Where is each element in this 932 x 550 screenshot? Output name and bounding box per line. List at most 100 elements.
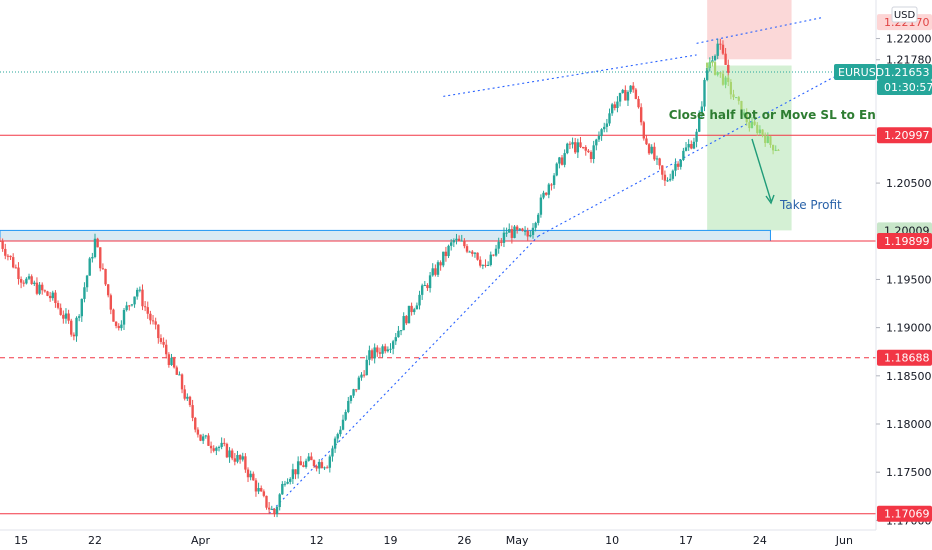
price-tag: [877, 127, 932, 144]
candle-body: [713, 55, 717, 61]
candle-body: [405, 316, 408, 324]
candle-body: [692, 141, 696, 149]
candle-body: [368, 350, 371, 360]
projection-body: [753, 121, 756, 125]
candle-body: [307, 456, 310, 461]
candle-body: [241, 456, 244, 460]
candle-body: [114, 321, 118, 326]
candle-body: [283, 483, 287, 485]
candle-body: [679, 159, 682, 167]
candle-body: [531, 227, 535, 235]
candle-body: [418, 294, 421, 306]
symbol-tag: [834, 63, 876, 80]
countdown-tag: [877, 79, 932, 95]
candle-body: [223, 442, 226, 444]
candle-body: [370, 350, 374, 359]
candle-body: [38, 284, 41, 294]
candle-body: [473, 252, 477, 254]
time-tick-label: 26: [457, 534, 471, 547]
candle-body: [302, 465, 305, 467]
candle-body: [555, 163, 558, 176]
candle-body: [547, 184, 551, 195]
candle-body: [46, 291, 49, 296]
candle-body: [587, 150, 590, 153]
price-tags: 1.221701.216531.209971.200091.198991.186…: [834, 14, 932, 522]
candle-body: [17, 267, 20, 280]
time-axis[interactable]: 15 22 Apr 12 19 26 May 10 17 24 Jun: [14, 534, 853, 547]
candle-body: [674, 163, 677, 171]
candle-body: [246, 469, 250, 478]
candle-body: [492, 254, 495, 256]
candle-body: [600, 129, 603, 137]
candle-body: [9, 255, 12, 258]
candle-body: [328, 456, 332, 468]
candle-body: [407, 305, 411, 324]
price-axis[interactable]: 1.22000 1.21780 1.20500 1.19500 1.19000 1.185…: [876, 33, 932, 528]
projection-body: [758, 129, 762, 133]
candle-body: [75, 317, 78, 337]
candle-body: [410, 305, 413, 313]
candle-body: [41, 284, 44, 291]
candle-body: [508, 229, 511, 233]
currency-badge[interactable]: [891, 6, 918, 23]
candle-body: [22, 282, 25, 284]
annotation-take-profit: Take Profit: [779, 198, 842, 212]
candle-body: [510, 229, 514, 238]
candle-body: [687, 144, 690, 148]
candle-body: [502, 232, 506, 243]
candle-body: [637, 98, 640, 108]
candle-body: [0, 240, 2, 242]
candle-body: [592, 145, 595, 160]
price-tick-label: 1.22000: [886, 33, 932, 46]
candle-body: [77, 316, 81, 318]
candle-body: [423, 285, 427, 287]
candle-body: [452, 240, 456, 243]
candle-body: [141, 289, 144, 307]
candle-body: [318, 462, 321, 469]
candle-body: [544, 192, 548, 195]
price-tick-label: 1.21780: [886, 54, 932, 67]
candle-body: [658, 158, 661, 166]
candle-body: [605, 123, 609, 127]
candle-body: [603, 126, 606, 130]
time-tick-label: Apr: [191, 534, 211, 547]
candle-body: [59, 307, 62, 315]
projection-body: [764, 135, 767, 143]
candle-body: [568, 143, 572, 145]
candle-body: [663, 174, 667, 181]
candle-body: [281, 483, 284, 495]
candle-body: [48, 295, 52, 299]
candle-body: [655, 158, 659, 160]
candle-body: [515, 226, 519, 230]
candle-body: [526, 230, 529, 237]
candle-body: [560, 157, 564, 165]
candle-body: [6, 255, 10, 257]
symbol-tag-label: EURUSD: [838, 66, 884, 79]
candle-body: [626, 91, 630, 101]
candle-body: [25, 278, 28, 284]
price-tag-label: 1.19899: [884, 235, 930, 248]
projection-body: [708, 61, 711, 68]
candle-body: [35, 282, 39, 294]
candle-body: [581, 146, 585, 148]
candle-body: [576, 142, 580, 153]
candle-body: [719, 43, 722, 45]
candle-body: [209, 445, 213, 449]
candle-body: [162, 341, 165, 345]
candle-body: [463, 240, 466, 247]
candle-body: [199, 434, 202, 441]
candle-body: [352, 389, 355, 396]
price-tag-label: 1.21653: [884, 66, 930, 79]
candle-body: [4, 248, 7, 256]
candle-body: [632, 85, 635, 90]
candle-body: [634, 89, 638, 99]
candle-body: [542, 192, 545, 198]
candle-body: [254, 480, 258, 492]
projection-body: [737, 97, 740, 101]
candle-body: [394, 337, 397, 342]
projection-body: [748, 122, 751, 129]
price-tag-label: 1.17069: [884, 508, 930, 521]
candle-body: [629, 85, 632, 92]
candle-body: [101, 268, 105, 270]
